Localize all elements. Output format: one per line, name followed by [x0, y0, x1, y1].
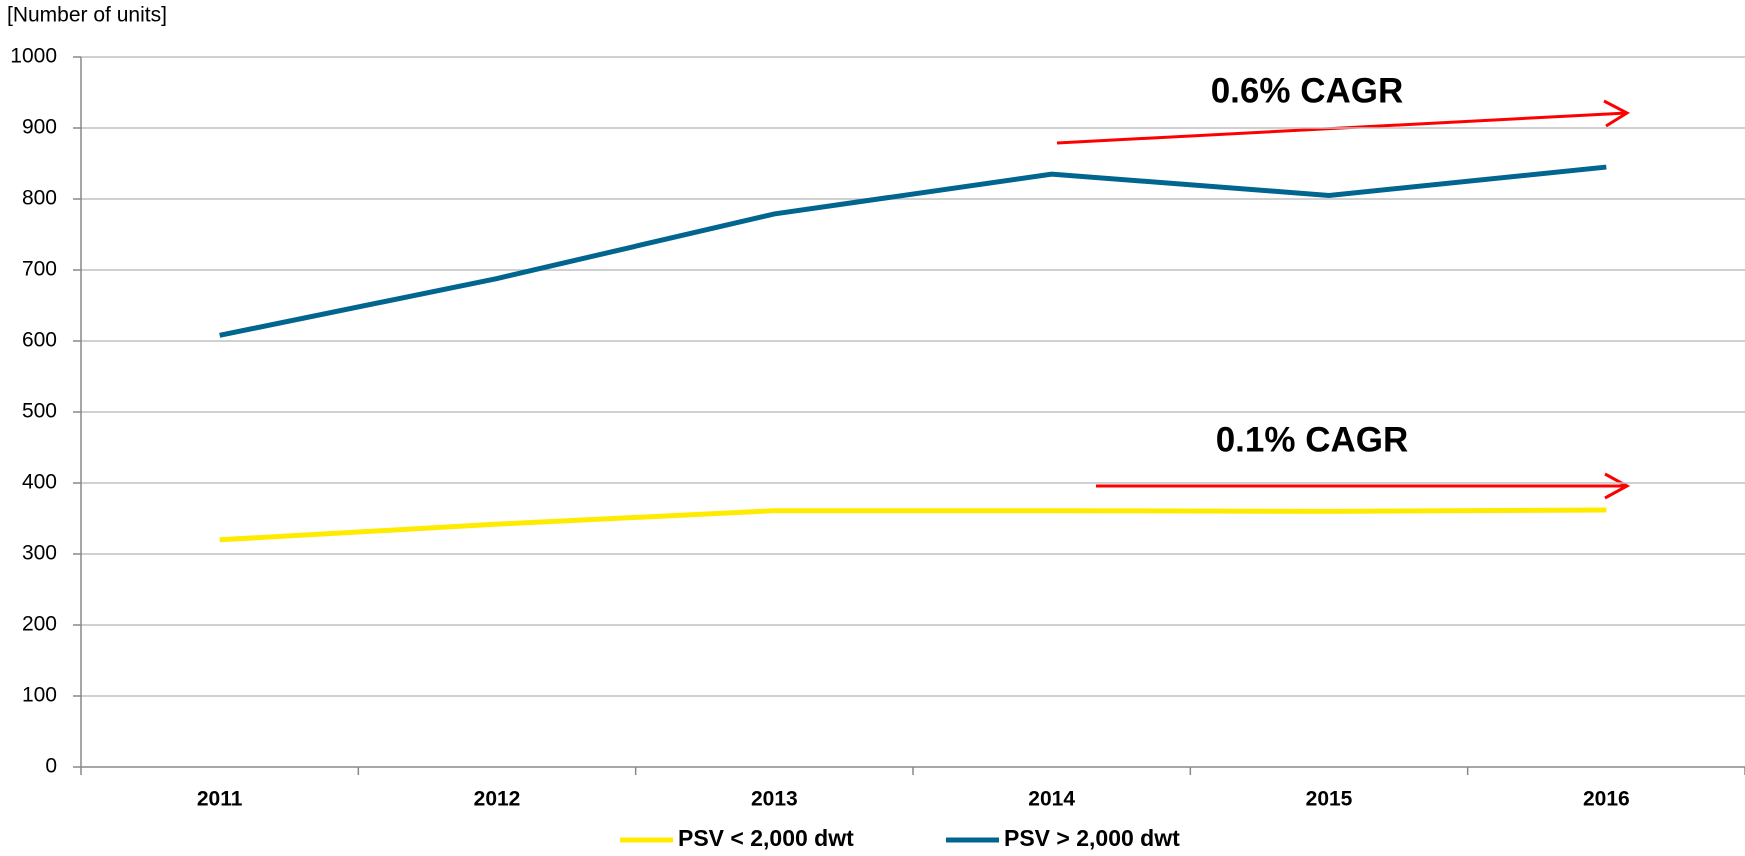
- y-axis-label: [Number of units]: [7, 4, 167, 27]
- x-tick-label: 2015: [1306, 788, 1353, 811]
- y-tick-label: 1000: [10, 45, 57, 68]
- y-tick-label: 100: [22, 684, 57, 707]
- x-tick-label: 2011: [197, 788, 243, 811]
- y-tick-label: 400: [22, 471, 57, 494]
- x-tick-label: 2014: [1028, 788, 1075, 811]
- legend-label: PSV > 2,000 dwt: [1004, 825, 1180, 851]
- x-tick-label: 2013: [751, 788, 798, 811]
- line-series: [219, 507, 1607, 543]
- y-tick-label: 500: [22, 400, 57, 423]
- y-tick-label: 0: [45, 755, 57, 778]
- legend-label: PSV < 2,000 dwt: [678, 825, 854, 851]
- arrow: [1096, 472, 1631, 500]
- line-series: [219, 164, 1607, 338]
- x-tick-label: 2012: [474, 788, 521, 811]
- x-tick-label: 2016: [1583, 788, 1630, 811]
- annotation: 0.6% CAGR: [1211, 71, 1404, 110]
- y-tick-label: 200: [22, 613, 57, 636]
- y-tick-label: 700: [22, 258, 57, 281]
- y-tick-label: 600: [22, 329, 57, 352]
- annotation: 0.1% CAGR: [1216, 420, 1409, 459]
- y-tick-label: 900: [22, 116, 57, 139]
- y-tick-label: 800: [22, 187, 57, 210]
- y-tick-label: 300: [22, 542, 57, 565]
